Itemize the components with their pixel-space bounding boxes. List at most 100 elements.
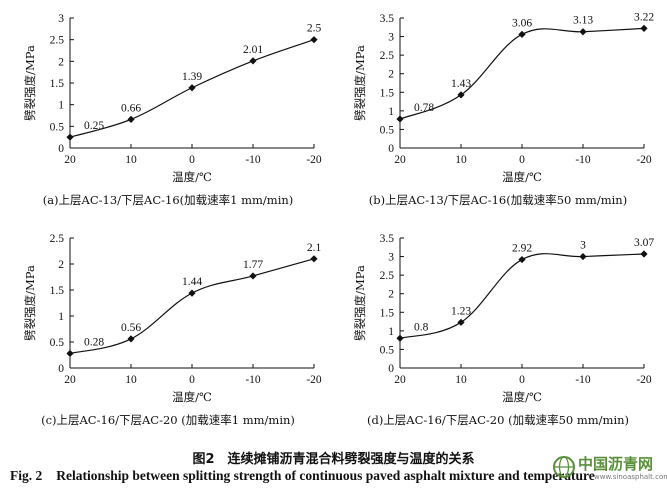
data-point xyxy=(188,84,196,92)
data-point xyxy=(249,57,257,65)
y-tick-label: 1 xyxy=(58,100,64,112)
y-tick-label: 0 xyxy=(58,143,64,155)
x-tick-label: 10 xyxy=(455,374,467,386)
data-label: 2.1 xyxy=(307,242,322,254)
y-tick-label: 0 xyxy=(388,143,394,155)
y-tick-label: 1 xyxy=(58,311,64,323)
data-point xyxy=(640,250,648,258)
data-label: 3 xyxy=(580,240,586,252)
chart-d-caption: (d)上层AC-16/下层AC-20 (加载速率50 mm/min) xyxy=(366,413,630,427)
data-label: 3.06 xyxy=(512,17,532,29)
y-tick-label: 0.5 xyxy=(50,337,65,349)
chart-c-caption: (c)上层AC-16/下层AC-20 (加载速率1 mm/min) xyxy=(41,413,295,427)
series-line xyxy=(399,253,645,339)
y-tick-label: 3 xyxy=(388,32,394,44)
x-tick-label: 20 xyxy=(64,154,76,166)
x-tick-label: -10 xyxy=(245,374,261,386)
data-label: 0.25 xyxy=(84,120,104,132)
chart-panel-b: 0 0.5 1 1.5 2 2.5 3 3.5 20 10 0 -10 -20 温度/℃ 劈裂强度/MPa 0… xyxy=(338,6,658,216)
y-tick-label: 0.5 xyxy=(380,124,395,136)
data-label: 1.77 xyxy=(243,259,263,271)
data-point xyxy=(579,252,587,261)
y-tick-label: 2 xyxy=(58,259,64,271)
y-tick-label: 0 xyxy=(388,363,394,375)
chart-panel-d: 0 0.5 1 1.5 2 2.5 3 3.5 20 10 0 -10 -20 温度/℃ 劈裂强度/MPa 0… xyxy=(338,226,658,436)
data-point xyxy=(188,289,196,297)
y-tick-label: 0.5 xyxy=(380,344,395,356)
y-tick-label: 3 xyxy=(388,252,394,264)
data-label: 2.5 xyxy=(307,23,322,35)
chart-b-caption: (b)上层AC-13/下层AC-16(加载速率50 mm/min) xyxy=(368,193,628,207)
chart-a-svg: 0 0.5 1 1.5 2 2.5 3 20 10 0 -10 -20 温度/℃ 劈裂强度/MPa 0.25… xyxy=(23,13,322,184)
data-label: 0.78 xyxy=(414,102,434,114)
y-tick-label: 1 xyxy=(388,106,394,118)
data-point xyxy=(249,272,257,280)
y-tick-label: 1.5 xyxy=(380,87,395,99)
data-point xyxy=(127,335,135,343)
y-tick-label: 3.5 xyxy=(380,233,395,245)
x-axis-title: 温度/℃ xyxy=(172,170,212,184)
data-point xyxy=(518,30,526,38)
x-tick-label: -20 xyxy=(636,154,652,166)
x-tick-label: 0 xyxy=(519,154,525,166)
x-tick-label: -20 xyxy=(306,374,322,386)
y-tick-label: 0 xyxy=(58,363,64,375)
chart-a-caption: (a)上层AC-13/下层AC-16(加载速率1 mm/min) xyxy=(42,193,294,207)
x-axis-title: 温度/℃ xyxy=(502,170,542,184)
y-axis-title: 劈裂强度/MPa xyxy=(23,265,37,341)
chart-d-svg: 0 0.5 1 1.5 2 2.5 3 3.5 20 10 0 -10 -20 温度/℃ 劈裂强度/MPa 0… xyxy=(353,233,654,404)
y-tick-label: 2.5 xyxy=(50,233,65,245)
data-label: 3.07 xyxy=(634,237,654,249)
figure-number: Fig. 2 xyxy=(10,468,43,483)
y-axis-title: 劈裂强度/MPa xyxy=(23,45,37,121)
data-point xyxy=(579,28,587,36)
data-label: 1.23 xyxy=(451,305,471,317)
watermark: 中国沥青网 www.sinoasphalt.com xyxy=(548,451,667,491)
y-tick-label: 1 xyxy=(388,326,394,338)
data-point xyxy=(396,115,404,123)
figure-caption-chinese: 图2 连续摊铺沥青混合料劈裂强度与温度的关系 xyxy=(192,452,475,467)
y-tick-label: 3.5 xyxy=(380,13,395,25)
data-point xyxy=(66,349,74,358)
data-point xyxy=(310,36,318,44)
y-tick-label: 1.5 xyxy=(50,78,65,90)
chart-panel-c: 0 0.5 1 1.5 2 2.5 20 10 0 -10 -20 温度/℃ 劈裂强度/MPa 0.28 0… xyxy=(8,226,328,436)
data-point xyxy=(640,24,648,32)
watermark-text: 中国沥青网 xyxy=(578,455,654,473)
data-point xyxy=(66,133,74,141)
y-axis-title: 劈裂强度/MPa xyxy=(353,265,367,341)
data-point xyxy=(457,318,465,326)
y-tick-label: 2.5 xyxy=(50,35,65,47)
globe-logo-icon xyxy=(553,456,575,478)
x-tick-label: 20 xyxy=(394,154,406,166)
data-label: 2.01 xyxy=(243,44,263,56)
data-label: 0.66 xyxy=(121,102,141,114)
data-label: 1.44 xyxy=(182,276,202,288)
data-label: 3.22 xyxy=(634,11,654,23)
data-point xyxy=(310,255,318,263)
x-tick-label: -20 xyxy=(636,374,652,386)
data-label: 3.13 xyxy=(573,15,593,27)
x-tick-label: 10 xyxy=(125,154,137,166)
x-tick-label: 20 xyxy=(64,374,76,386)
chart-b-svg: 0 0.5 1 1.5 2 2.5 3 3.5 20 10 0 -10 -20 温度/℃ 劈裂强度/MPa 0… xyxy=(353,11,654,184)
series-line xyxy=(399,27,645,120)
figure-caption-english: Fig. 2 Relationship between splitting str… xyxy=(10,468,595,484)
x-tick-label: -10 xyxy=(575,374,591,386)
x-axis-title: 温度/℃ xyxy=(502,390,542,404)
watermark-url: www.sinoasphalt.com xyxy=(594,473,667,481)
data-label: 2.92 xyxy=(512,243,532,255)
x-tick-label: 10 xyxy=(125,374,137,386)
y-tick-label: 2 xyxy=(388,69,394,81)
y-tick-label: 1.5 xyxy=(380,307,395,319)
x-tick-label: 0 xyxy=(519,374,525,386)
x-tick-label: -10 xyxy=(245,154,261,166)
x-axis-title: 温度/℃ xyxy=(172,390,212,404)
data-label: 1.43 xyxy=(451,78,471,90)
y-tick-label: 2.5 xyxy=(380,50,395,62)
series-line xyxy=(69,258,315,355)
data-label: 1.39 xyxy=(182,71,202,83)
data-point xyxy=(518,255,526,264)
data-point xyxy=(127,115,135,123)
x-tick-label: 0 xyxy=(189,374,195,386)
